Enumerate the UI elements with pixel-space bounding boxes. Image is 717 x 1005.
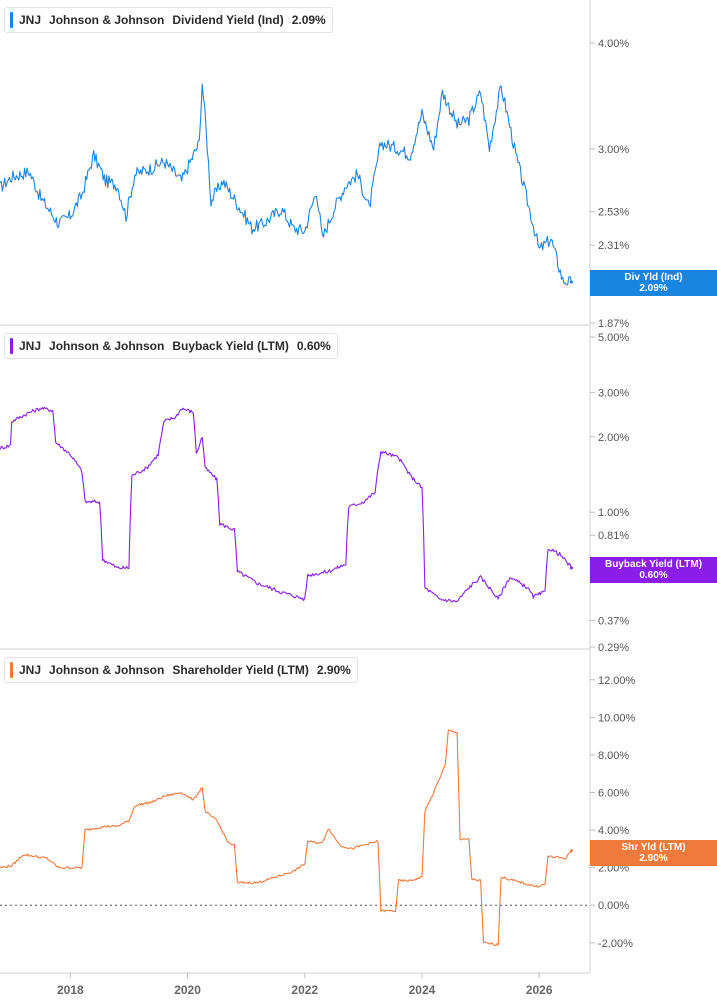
legend-ticker: JNJ <box>19 13 42 27</box>
value-tag-value: 0.60% <box>639 570 668 581</box>
value-tag-value: 2.09% <box>639 283 668 294</box>
y-tick-label: 0.29% <box>598 642 629 654</box>
y-tick-label: 1.87% <box>598 318 629 330</box>
value-tag-shareholder-yield: Shr Yld (LTM) 2.90% <box>590 840 717 866</box>
y-tick-label: 4.00% <box>598 38 629 50</box>
series-line <box>0 729 572 947</box>
last-point-marker <box>569 566 573 570</box>
y-tick-label: 2.31% <box>598 240 629 252</box>
value-tag-buyback-yield: Buyback Yield (LTM) 0.60% <box>590 557 717 583</box>
series-line <box>0 406 572 603</box>
legend-swatch-icon <box>10 338 13 354</box>
value-tag-label: Div Yld (Ind) <box>624 272 683 283</box>
x-tick-label: 2020 <box>174 983 201 997</box>
legend-company: Johnson & Johnson <box>49 663 165 677</box>
legend-buyback-yield: JNJ Johnson & Johnson Buyback Yield (LTM… <box>4 333 338 359</box>
legend-metric: Shareholder Yield (LTM) <box>172 663 309 677</box>
legend-swatch-icon <box>10 12 13 28</box>
legend-ticker: JNJ <box>19 663 42 677</box>
y-tick-label: 3.00% <box>598 144 629 156</box>
legend-company: Johnson & Johnson <box>49 13 165 27</box>
x-tick-label: 2022 <box>291 983 318 997</box>
y-tick-label: 10.00% <box>598 712 636 724</box>
value-tag-label: Buyback Yield (LTM) <box>604 559 703 570</box>
series-line <box>0 83 572 286</box>
y-tick-label: 2.00% <box>598 432 629 444</box>
y-tick-label: 1.00% <box>598 507 629 519</box>
y-tick-label: 3.00% <box>598 388 629 400</box>
value-tag-label: Shr Yld (LTM) <box>621 842 686 853</box>
legend-metric: Buyback Yield (LTM) <box>172 339 289 353</box>
y-tick-label: 8.00% <box>598 750 629 762</box>
legend-metric: Dividend Yield (Ind) <box>172 13 284 27</box>
legend-value: 2.09% <box>291 13 326 27</box>
value-tag-dividend-yield: Div Yld (Ind) 2.09% <box>590 270 717 296</box>
legend-swatch-icon <box>10 662 13 678</box>
y-tick-label: 4.00% <box>598 825 629 837</box>
legend-value: 2.90% <box>316 663 351 677</box>
x-tick-label: 2026 <box>526 983 553 997</box>
y-tick-label: 0.37% <box>598 615 629 627</box>
y-tick-label: 0.81% <box>598 530 629 542</box>
y-tick-label: 12.00% <box>598 675 636 687</box>
x-tick-label: 2024 <box>409 983 436 997</box>
legend-company: Johnson & Johnson <box>49 339 165 353</box>
legend-shareholder-yield: JNJ Johnson & Johnson Shareholder Yield … <box>4 657 358 683</box>
x-tick-label: 2018 <box>57 983 84 997</box>
y-tick-label: 6.00% <box>598 788 629 800</box>
y-tick-label: -2.00% <box>598 938 633 950</box>
legend-dividend-yield: JNJ Johnson & Johnson Dividend Yield (In… <box>4 7 333 33</box>
legend-ticker: JNJ <box>19 339 42 353</box>
last-point-marker <box>569 849 573 853</box>
y-tick-label: 0.00% <box>598 900 629 912</box>
last-point-marker <box>569 280 573 284</box>
y-tick-label: 2.53% <box>598 207 629 219</box>
legend-value: 0.60% <box>296 339 331 353</box>
value-tag-value: 2.90% <box>639 853 668 864</box>
y-tick-label: 5.00% <box>598 332 629 344</box>
